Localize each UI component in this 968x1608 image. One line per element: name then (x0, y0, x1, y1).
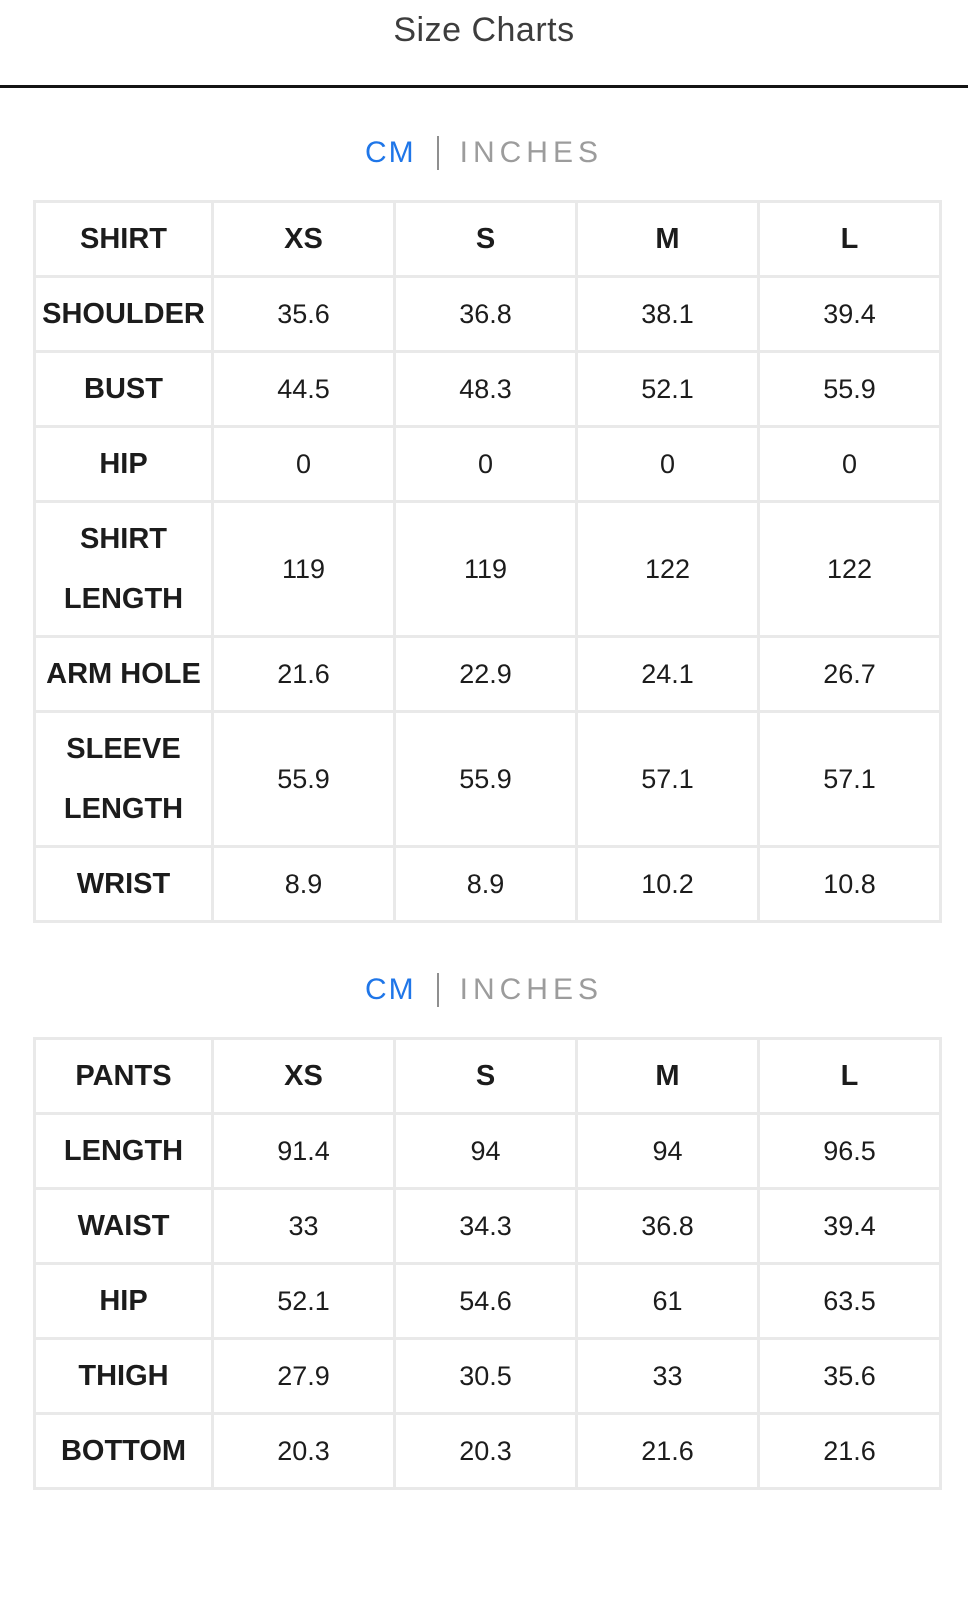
measurement-value-cell: 57.1 (575, 710, 760, 849)
measurement-value-cell: 24.1 (575, 635, 760, 714)
measurement-value-cell: 91.4 (211, 1112, 396, 1191)
measurement-value-cell: 63.5 (757, 1262, 942, 1341)
measurement-value-cell: 39.4 (757, 1187, 942, 1266)
unit-toggle-pants: CM INCHES (0, 971, 968, 1009)
measurement-label-cell: BUST (33, 350, 214, 429)
measurement-value-cell: 8.9 (393, 845, 578, 924)
header-row: SHIRT XS S M L (33, 200, 942, 279)
size-header-cell: L (757, 1037, 942, 1116)
table-row: BUST 44.5 48.3 52.1 55.9 (33, 350, 942, 429)
size-charts-page: Size Charts CM INCHES SHIRT XS S M L SHOULDER… (0, 8, 968, 1491)
shirt-size-table: SHIRT XS S M L SHOULDER 35.6 36.8 38.1 39.4 BUST 44… (33, 200, 942, 924)
page-title: Size Charts (393, 11, 575, 49)
unit-inches-button[interactable]: INCHES (459, 136, 603, 170)
measurement-value-cell: 0 (757, 425, 942, 504)
unit-inches-button[interactable]: INCHES (459, 973, 603, 1007)
table-title-cell: PANTS (33, 1037, 214, 1116)
measurement-value-cell: 61 (575, 1262, 760, 1341)
measurement-value-cell: 54.6 (393, 1262, 578, 1341)
measurement-value-cell: 20.3 (393, 1412, 578, 1491)
table-row: ARM HOLE 21.6 22.9 24.1 26.7 (33, 635, 942, 714)
table-row: LENGTH 91.4 94 94 96.5 (33, 1112, 942, 1191)
measurement-value-cell: 122 (757, 500, 942, 639)
measurement-value-cell: 122 (575, 500, 760, 639)
measurement-value-cell: 0 (575, 425, 760, 504)
measurement-value-cell: 94 (575, 1112, 760, 1191)
size-header-cell: XS (211, 200, 396, 279)
unit-toggle-shirt: CM INCHES (0, 134, 968, 172)
measurement-value-cell: 55.9 (393, 710, 578, 849)
measurement-value-cell: 119 (393, 500, 578, 639)
size-header-cell: S (393, 1037, 578, 1116)
measurement-value-cell: 35.6 (211, 275, 396, 354)
table-title-cell: SHIRT (33, 200, 214, 279)
pants-size-table: PANTS XS S M L LENGTH 91.4 94 94 96.5 WAIST 33 34.3 3… (33, 1037, 942, 1491)
measurement-value-cell: 38.1 (575, 275, 760, 354)
measurement-value-cell: 52.1 (575, 350, 760, 429)
unit-cm-button[interactable]: CM (364, 136, 416, 170)
table-row: BOTTOM 20.3 20.3 21.6 21.6 (33, 1412, 942, 1491)
measurement-value-cell: 20.3 (211, 1412, 396, 1491)
table-row: SHOULDER 35.6 36.8 38.1 39.4 (33, 275, 942, 354)
measurement-value-cell: 44.5 (211, 350, 396, 429)
measurement-value-cell: 55.9 (211, 710, 396, 849)
measurement-value-cell: 21.6 (575, 1412, 760, 1491)
measurement-value-cell: 30.5 (393, 1337, 578, 1416)
size-header-cell: L (757, 200, 942, 279)
measurement-value-cell: 8.9 (211, 845, 396, 924)
size-header-cell: M (575, 200, 760, 279)
unit-toggle-divider (436, 136, 439, 171)
unit-cm-button[interactable]: CM (364, 973, 416, 1007)
measurement-value-cell: 33 (211, 1187, 396, 1266)
size-header-cell: XS (211, 1037, 396, 1116)
table-row: WAIST 33 34.3 36.8 39.4 (33, 1187, 942, 1266)
table-row: HIP 52.1 54.6 61 63.5 (33, 1262, 942, 1341)
title-divider-rule (0, 85, 968, 89)
measurement-label-cell: SLEEVE LENGTH (33, 710, 214, 849)
measurement-value-cell: 21.6 (757, 1412, 942, 1491)
measurement-value-cell: 10.2 (575, 845, 760, 924)
header-row: PANTS XS S M L (33, 1037, 942, 1116)
measurement-value-cell: 21.6 (211, 635, 396, 714)
table-row: WRIST 8.9 8.9 10.2 10.8 (33, 845, 942, 924)
measurement-label-cell: ARM HOLE (33, 635, 214, 714)
measurement-label-cell: SHOULDER (33, 275, 214, 354)
measurement-value-cell: 10.8 (757, 845, 942, 924)
measurement-value-cell: 119 (211, 500, 396, 639)
size-header-cell: S (393, 200, 578, 279)
table-row: THIGH 27.9 30.5 33 35.6 (33, 1337, 942, 1416)
table-row: SHIRT LENGTH 119 119 122 122 (33, 500, 942, 639)
measurement-value-cell: 34.3 (393, 1187, 578, 1266)
table-row: SLEEVE LENGTH 55.9 55.9 57.1 57.1 (33, 710, 942, 849)
measurement-label-cell: HIP (33, 425, 214, 504)
measurement-value-cell: 35.6 (757, 1337, 942, 1416)
measurement-value-cell: 26.7 (757, 635, 942, 714)
measurement-value-cell: 36.8 (575, 1187, 760, 1266)
measurement-value-cell: 33 (575, 1337, 760, 1416)
measurement-label-cell: HIP (33, 1262, 214, 1341)
measurement-label-cell: LENGTH (33, 1112, 214, 1191)
measurement-value-cell: 57.1 (757, 710, 942, 849)
measurement-value-cell: 36.8 (393, 275, 578, 354)
measurement-value-cell: 27.9 (211, 1337, 396, 1416)
measurement-label-cell: THIGH (33, 1337, 214, 1416)
table-row: HIP 0 0 0 0 (33, 425, 942, 504)
measurement-value-cell: 48.3 (393, 350, 578, 429)
measurement-label-cell: BOTTOM (33, 1412, 214, 1491)
measurement-value-cell: 96.5 (757, 1112, 942, 1191)
measurement-value-cell: 55.9 (757, 350, 942, 429)
measurement-value-cell: 22.9 (393, 635, 578, 714)
measurement-value-cell: 39.4 (757, 275, 942, 354)
measurement-label-cell: WRIST (33, 845, 214, 924)
measurement-label-cell: WAIST (33, 1187, 214, 1266)
unit-toggle-divider (436, 973, 439, 1008)
measurement-value-cell: 52.1 (211, 1262, 396, 1341)
measurement-value-cell: 0 (393, 425, 578, 504)
size-header-cell: M (575, 1037, 760, 1116)
measurement-label-cell: SHIRT LENGTH (33, 500, 214, 639)
measurement-value-cell: 0 (211, 425, 396, 504)
measurement-value-cell: 94 (393, 1112, 578, 1191)
